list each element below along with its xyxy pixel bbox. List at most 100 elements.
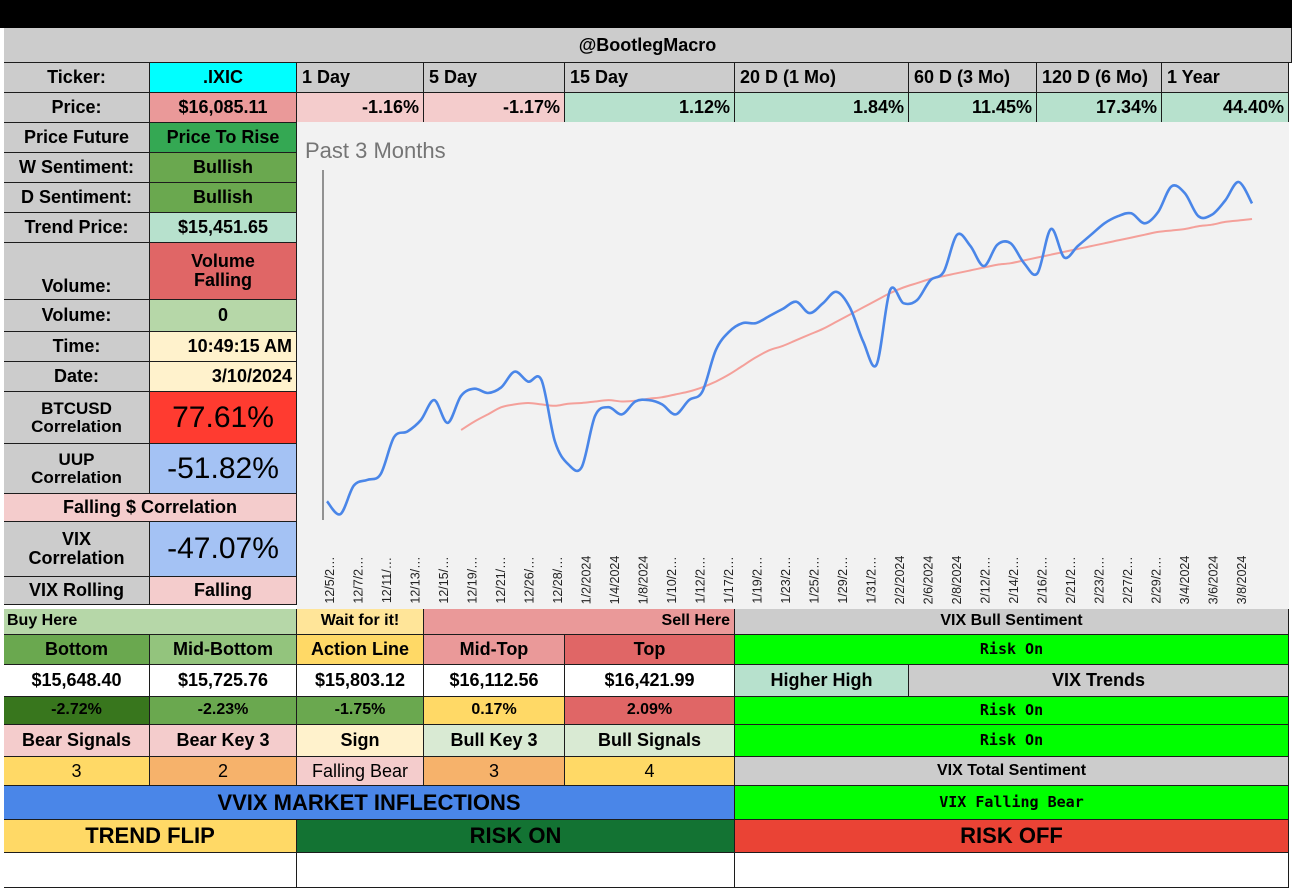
x-tick-label: 2/6/2024 — [922, 556, 936, 605]
x-tick-label: 12/11/… — [380, 557, 394, 603]
spreadsheet: @BootlegMacro Ticker: .IXIC 1 Day 5 Day … — [0, 28, 1292, 890]
volume-trend: Volume Falling — [150, 243, 297, 300]
bull-key-3-value: 3 — [424, 757, 565, 786]
x-tick-label: 2/21/2… — [1064, 556, 1078, 603]
change-5-day: -1.17% — [424, 93, 565, 123]
x-tick-label: 1/8/2024 — [637, 556, 651, 605]
x-tick-label: 3/8/2024 — [1235, 556, 1249, 605]
period-15-day: 15 Day — [565, 63, 735, 93]
x-tick-label: 12/15/… — [437, 556, 451, 603]
change-60-day: 11.45% — [909, 93, 1037, 123]
volume-trend-line-2: Falling — [194, 270, 252, 290]
vix-risk-on-3: Risk On — [735, 725, 1289, 757]
vvix-inflections-title: VVIX MARKET INFLECTIONS — [4, 786, 735, 820]
bull-signals-label: Bull Signals — [565, 725, 735, 757]
btc-label-line-1: BTCUSD — [41, 398, 112, 418]
bear-key-3-value: 2 — [150, 757, 297, 786]
btc-correlation-label: BTCUSD Correlation — [4, 392, 150, 444]
bear-key-3-label: Bear Key 3 — [150, 725, 297, 757]
empty-cell-1[interactable] — [4, 853, 297, 888]
value-top: $16,421.99 — [565, 665, 735, 697]
x-tick-label: 12/7/2… — [352, 556, 366, 603]
x-tick-label: 2/23/2… — [1093, 556, 1107, 603]
value-mid-top: $16,112.56 — [424, 665, 565, 697]
x-tick-label: 3/6/2024 — [1207, 556, 1221, 605]
x-tick-label: 2/27/2… — [1121, 556, 1135, 603]
trend-price-value: $15,451.65 — [150, 213, 297, 243]
x-tick-label: 1/4/2024 — [608, 556, 622, 605]
risk-off-state: RISK OFF — [735, 820, 1289, 853]
vix-trends-label: VIX Trends — [909, 665, 1289, 697]
chart-plot: 12/5/2… 12/7/2… 12/11/… 12/13/… 12/15/… 12/19… — [322, 170, 1254, 605]
pct-top: 2.09% — [565, 697, 735, 725]
period-1-year: 1 Year — [1162, 63, 1289, 93]
btc-correlation-value: 77.61% — [150, 392, 297, 444]
risk-on-state: RISK ON — [297, 820, 735, 853]
period-1-day: 1 Day — [297, 63, 424, 93]
x-tick-label: 12/19/… — [466, 556, 480, 603]
btc-label-line-2: Correlation — [31, 416, 122, 436]
vix-risk-on-2: Risk On — [735, 697, 1289, 725]
vix-total-sentiment-label: VIX Total Sentiment — [735, 757, 1289, 786]
x-tick-label: 12/21/… — [494, 556, 508, 603]
level-action-line: Action Line — [297, 635, 424, 665]
chart-title: Past 3 Months — [305, 138, 446, 163]
change-20-day: 1.84% — [735, 93, 909, 123]
x-tick-label: 1/31/2… — [865, 556, 879, 603]
x-tick-label: 1/19/2… — [751, 556, 765, 603]
x-tick-label: 2/12/2… — [979, 556, 993, 603]
period-5-day: 5 Day — [424, 63, 565, 93]
x-tick-label: 1/29/2… — [836, 556, 850, 603]
date-label: Date: — [4, 362, 150, 392]
volume-trend-line-1: Volume — [191, 251, 255, 272]
bull-key-3-label: Bull Key 3 — [424, 725, 565, 757]
ticker-value[interactable]: .IXIC — [150, 63, 297, 93]
empty-cell-3[interactable] — [735, 853, 1289, 888]
x-tick-label: 2/2/2024 — [893, 556, 907, 605]
change-120-day: 17.34% — [1037, 93, 1162, 123]
price-label: Price: — [4, 93, 150, 123]
wait-label: Wait for it! — [297, 609, 424, 635]
sign-label: Sign — [297, 725, 424, 757]
volume-count-label: Volume: — [4, 300, 150, 332]
level-mid-top: Mid-Top — [424, 635, 565, 665]
empty-cell-2[interactable] — [297, 853, 735, 888]
x-tick-label: 2/8/2024 — [950, 556, 964, 605]
change-1-day: -1.16% — [297, 93, 424, 123]
vix-correlation-label: VIX Correlation — [4, 522, 150, 577]
vix-total-sentiment-value: VIX Falling Bear — [735, 786, 1289, 820]
volume-label: Volume: — [4, 243, 150, 300]
vix-correlation-value: -47.07% — [150, 522, 297, 577]
value-action-line: $15,803.12 — [297, 665, 424, 697]
x-tick-label: 1/12/2… — [694, 556, 708, 603]
level-mid-bottom: Mid-Bottom — [150, 635, 297, 665]
change-1-year: 44.40% — [1162, 93, 1289, 123]
x-tick-label: 1/25/2… — [808, 556, 822, 603]
change-15-day: 1.12% — [565, 93, 735, 123]
vix-label-line-2: Correlation — [28, 548, 125, 568]
pct-action-line: -1.75% — [297, 697, 424, 725]
x-tick-label: 12/5/2… — [323, 556, 337, 603]
price-future-label: Price Future — [4, 123, 150, 153]
x-tick-label: 12/26/… — [523, 556, 537, 603]
window-top-bar — [0, 0, 1292, 28]
x-tick-label: 12/28/… — [551, 556, 565, 603]
trend-flip: TREND FLIP — [4, 820, 297, 853]
buy-here-label: Buy Here — [4, 609, 297, 635]
w-sentiment-value: Bullish — [150, 153, 297, 183]
uup-label-line-1: UUP — [58, 449, 95, 469]
vix-rolling-value: Falling — [150, 577, 297, 605]
date-value: 3/10/2024 — [150, 362, 297, 392]
ticker-label: Ticker: — [4, 63, 150, 93]
time-value: 10:49:15 AM — [150, 332, 297, 362]
vix-risk-on-1: Risk On — [735, 635, 1289, 665]
x-tick-label: 1/17/2… — [722, 556, 736, 603]
pct-bottom: -2.72% — [4, 697, 150, 725]
sheet-title: @BootlegMacro — [4, 28, 1292, 63]
pct-mid-top: 0.17% — [424, 697, 565, 725]
x-tick-label: 2/14/2… — [1007, 556, 1021, 603]
price-value: $16,085.11 — [150, 93, 297, 123]
d-sentiment-label: D Sentiment: — [4, 183, 150, 213]
uup-correlation-value: -51.82% — [150, 444, 297, 494]
sell-here-label: Sell Here — [424, 609, 735, 635]
